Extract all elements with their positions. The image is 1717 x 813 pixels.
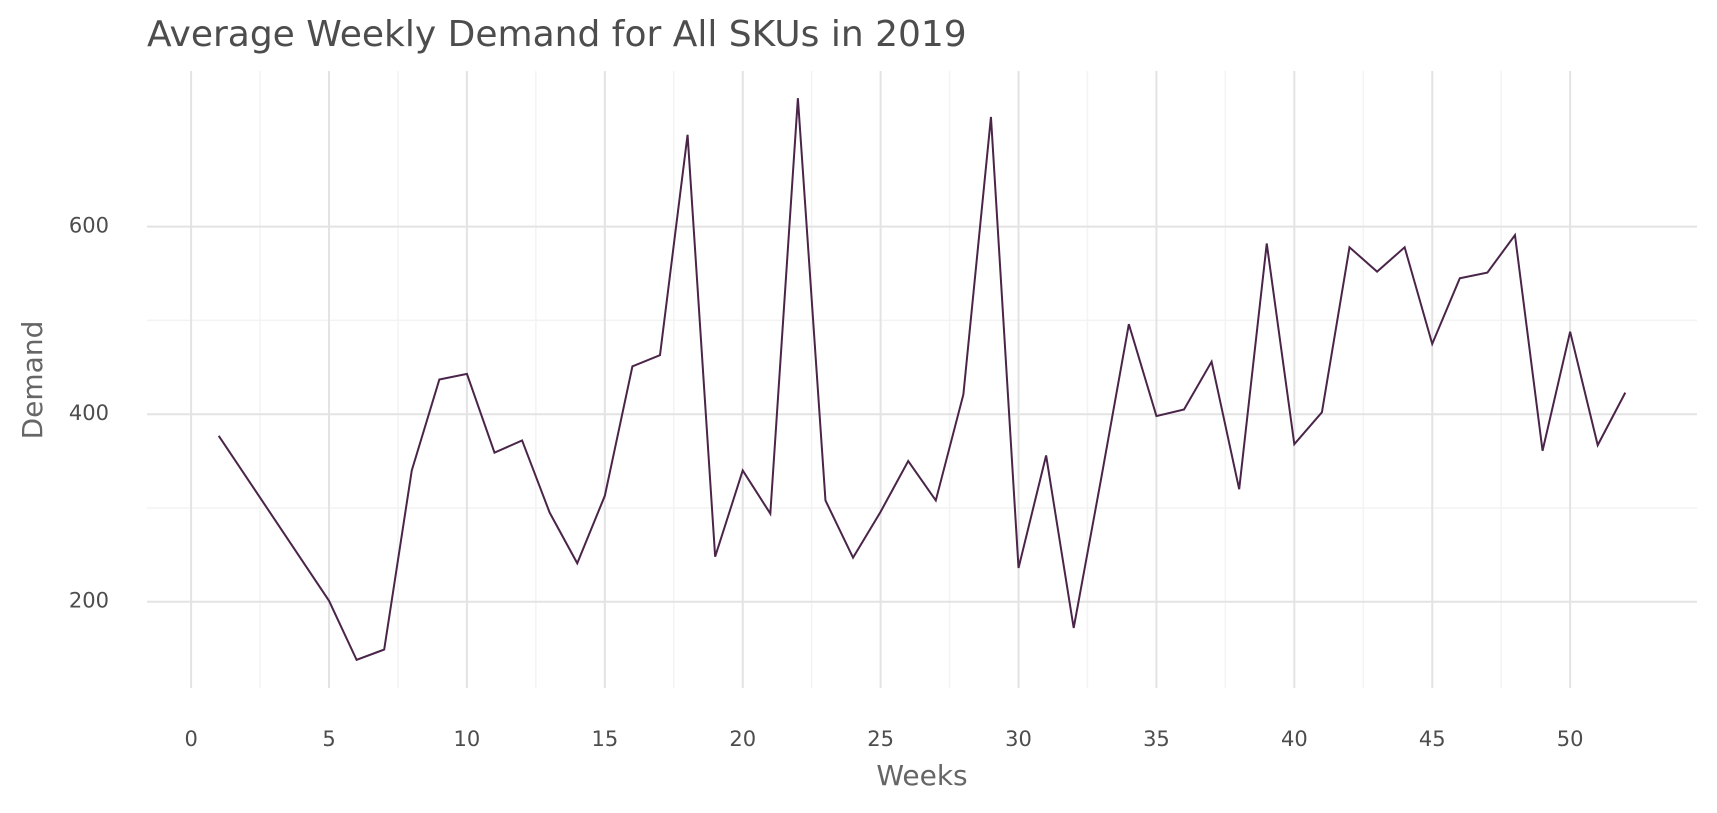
x-tick-label: 15 bbox=[591, 727, 618, 751]
x-tick-label: 35 bbox=[1143, 727, 1170, 751]
y-axis-label: Demand bbox=[16, 321, 49, 440]
x-tick-label: 0 bbox=[184, 727, 197, 751]
x-axis-label: Weeks bbox=[876, 759, 967, 792]
data-line bbox=[217, 98, 1627, 662]
x-tick-label: 50 bbox=[1557, 727, 1584, 751]
x-tick-label: 40 bbox=[1281, 727, 1308, 751]
x-tick-label: 30 bbox=[1005, 727, 1032, 751]
x-tick-label: 10 bbox=[454, 727, 481, 751]
x-tick-label: 20 bbox=[729, 727, 756, 751]
x-tick-label: 45 bbox=[1419, 727, 1446, 751]
y-tick-label: 400 bbox=[69, 401, 109, 425]
chart-title: Average Weekly Demand for All SKUs in 20… bbox=[147, 14, 967, 55]
y-tick-label: 600 bbox=[69, 214, 109, 238]
x-tick-label: 5 bbox=[322, 727, 335, 751]
x-tick-label: 25 bbox=[867, 727, 894, 751]
y-tick-label: 200 bbox=[69, 589, 109, 613]
